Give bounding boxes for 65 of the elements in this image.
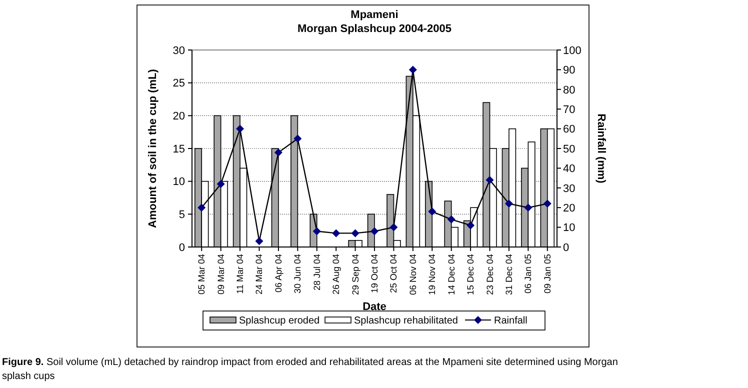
x-tick-label: 06 Apr 04 — [273, 254, 284, 293]
y-tick-label: 5 — [178, 209, 185, 222]
y2-tick-label: 80 — [563, 84, 576, 96]
y-axis-title: Amount of soil in the cup (mL) — [147, 68, 159, 228]
y-tick-label: 0 — [178, 242, 185, 254]
x-tick-label: 31 Dec 04 — [504, 254, 514, 296]
point — [332, 229, 340, 238]
legend-label: Splashcup eroded — [239, 316, 320, 326]
x-tick-label: 05 Mar 04 — [196, 254, 207, 295]
point — [255, 237, 264, 246]
x-tick-label: 28 Jul 04 — [312, 254, 322, 291]
x-tick-label: 09 Jan 05 — [542, 254, 552, 294]
x-tick-label: 19 Oct 04 — [370, 254, 380, 294]
point — [351, 229, 360, 238]
point — [216, 180, 225, 188]
x-tick-label: 29 Sep 04 — [350, 254, 360, 296]
y2-tick-label: 30 — [563, 182, 576, 195]
point — [274, 148, 282, 156]
y-tick-label: 20 — [172, 110, 185, 123]
point — [198, 204, 206, 212]
x-tick-label: 09 Mar 04 — [216, 254, 226, 295]
point — [524, 204, 532, 212]
legend-label: Rainfall — [494, 316, 528, 326]
y2-tick-label: 90 — [563, 64, 576, 77]
x-tick-label: 14 Dec 04 — [446, 254, 456, 296]
y-tick-label: 15 — [172, 143, 185, 156]
x-tick-label: 06 Nov 04 — [408, 254, 418, 296]
point — [408, 66, 417, 74]
x-tick-label: 15 Dec 04 — [466, 254, 476, 296]
y2-tick-label: 20 — [563, 202, 576, 214]
point — [504, 200, 513, 208]
x-tick-label: 23 Dec 04 — [484, 254, 495, 296]
legend-label: Splashcup rehabilitated — [354, 316, 458, 326]
x-tick-label: 25 Oct 04 — [388, 254, 399, 294]
y2-tick-label: 10 — [563, 222, 576, 234]
y2-tick-label: 0 — [563, 242, 570, 254]
point — [543, 200, 552, 208]
point — [236, 124, 244, 133]
y-tick-label: 30 — [172, 44, 185, 57]
y2-tick-label: 40 — [563, 163, 576, 176]
y2-tick-label: 60 — [563, 124, 576, 136]
y2-axis-title: Rainfall (mm) — [595, 114, 607, 184]
y2-tick-label: 100 — [563, 44, 582, 57]
chart-subtitle: Morgan Splashcup 2004-2005 — [297, 23, 452, 35]
point — [294, 134, 302, 143]
x-tick-label: 26 Aug 04 — [331, 254, 342, 295]
y-tick-label: 10 — [172, 176, 185, 188]
point — [466, 221, 475, 230]
chart-title: Mpameni — [350, 9, 398, 21]
y2-tick-label: 50 — [563, 143, 576, 156]
point — [370, 227, 378, 236]
y-tick-label: 25 — [172, 78, 185, 90]
point — [390, 223, 398, 232]
x-axis-title: Date — [362, 301, 386, 313]
point — [447, 215, 456, 224]
point — [312, 227, 321, 236]
point — [428, 208, 436, 216]
x-tick-label: 06 Jan 05 — [523, 254, 534, 294]
x-tick-label: 11 Mar 04 — [235, 254, 246, 294]
point — [486, 176, 494, 184]
caption: Figure 9. Soil volume (mL) detached by raindrop impact from eroded and rehabilitated areas at the Mpameni site determined using Morgan splash cups — [2, 357, 618, 382]
x-tick-label: 19 Nov 04 — [427, 254, 438, 296]
x-tick-label: 24 Mar 04 — [254, 254, 264, 295]
y2-tick-label: 70 — [563, 104, 576, 116]
x-tick-label: 30 Jun 04 — [292, 254, 303, 294]
